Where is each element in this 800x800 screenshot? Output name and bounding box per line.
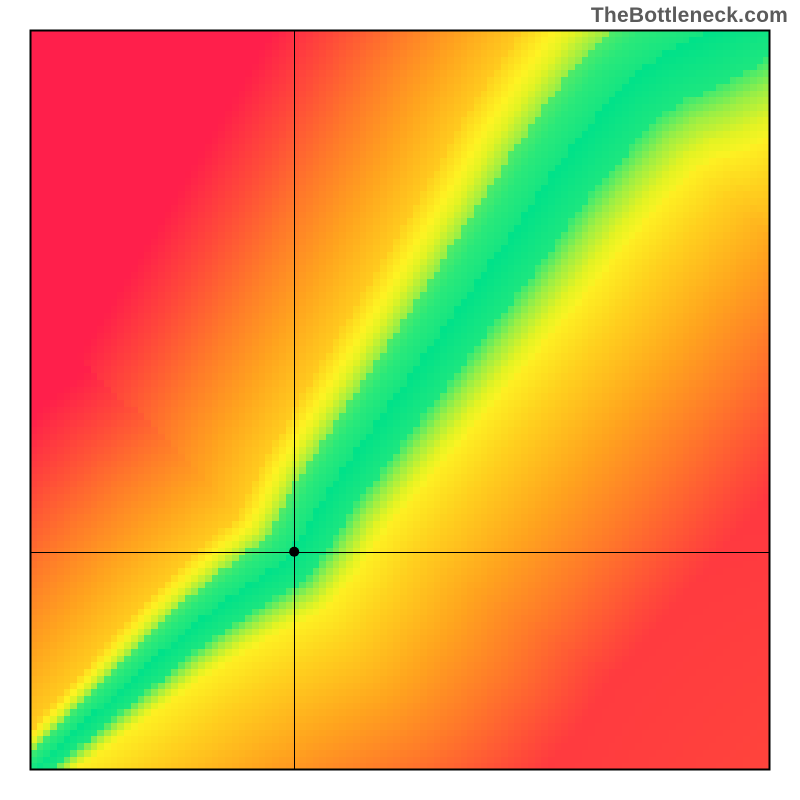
bottleneck-heatmap [0,0,800,800]
watermark-text: TheBottleneck.com [591,4,788,28]
